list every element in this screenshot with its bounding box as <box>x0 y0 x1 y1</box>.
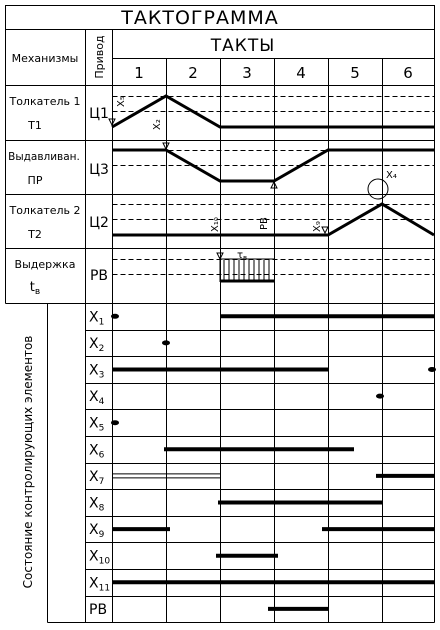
label-pb: РВ <box>259 217 270 230</box>
drive-label: РВ <box>90 268 108 284</box>
label-x5: X₅ <box>116 96 127 107</box>
cyclogram-rv: τв <box>216 250 274 283</box>
label-x4: X₄ <box>386 170 397 181</box>
takt-numbers: 1 2 3 4 5 6 <box>134 64 413 82</box>
sensor-label: X7 <box>89 469 104 487</box>
mechanism-row-2: Выдавливан. ПР Ц3 <box>8 151 109 187</box>
mechanism-code: T2 <box>27 228 42 241</box>
start-marker-icon <box>108 118 116 127</box>
sensor-label: X2 <box>89 336 104 354</box>
sensor-label: X8 <box>89 496 105 514</box>
sensor-label: X4 <box>89 389 105 407</box>
marker-down-icon <box>162 142 170 151</box>
state-dot <box>376 393 384 399</box>
mechanism-row-1: Толкатель 1 T1 Ц1 <box>8 95 108 132</box>
mechanism-code: T1 <box>27 119 42 132</box>
sensor-label: X3 <box>89 363 104 381</box>
label-x10: X₁₀ <box>210 217 221 232</box>
diagram-title: ТАКТОГРАММА <box>120 7 278 29</box>
state-dot <box>111 313 119 319</box>
takt-number-2: 2 <box>188 64 198 82</box>
marker-up-icon <box>270 180 278 189</box>
state-dot <box>428 367 436 372</box>
mechanism-row-4: Выдержка tв РВ <box>15 258 108 297</box>
hatch-fill <box>223 260 270 281</box>
takt-number-6: 6 <box>403 64 413 82</box>
sensor-label: X10 <box>89 549 110 567</box>
mechanism-name: Выдавливан. <box>8 151 80 163</box>
sensor-label: РВ <box>89 602 107 618</box>
states-label: Состояние контролирующих элементов <box>21 336 35 589</box>
sensor-label: X1 <box>89 309 104 327</box>
x4-sensor-circle <box>367 178 389 200</box>
drive-label: Ц2 <box>89 215 109 231</box>
cyclogram-c1: X₅ X₂ <box>108 94 434 130</box>
label-x2: X₂ <box>152 119 163 130</box>
mechanism-name: Толкатель 1 <box>8 95 80 108</box>
drive-label: Ц1 <box>89 106 109 122</box>
mechanism-code: ПР <box>28 174 43 187</box>
mechanism-name: Выдержка <box>15 258 76 271</box>
takts-header: ТАКТЫ <box>210 36 275 56</box>
sensor-label: X6 <box>89 442 105 460</box>
takt-number-3: 3 <box>242 64 252 82</box>
drive-label: Ц3 <box>89 162 109 178</box>
takt-number-1: 1 <box>134 64 144 82</box>
sensor-bars <box>111 313 436 611</box>
sensor-labels: X1 X2 X3 X4 X5 X6 X7 X8 X9 X10 X11 РВ <box>89 309 110 618</box>
label-tau: τв <box>237 250 247 262</box>
grid-frame <box>5 5 435 623</box>
drive-header: Привод <box>93 35 106 79</box>
mechanism-row-3: Толкатель 2 T2 Ц2 <box>8 204 108 241</box>
state-dot <box>162 340 170 346</box>
cyclogram-c2: X₄ X₁₀ РВ X₉ <box>112 170 435 237</box>
label-x9: X₉ <box>312 221 323 232</box>
cyclogram-c3 <box>112 142 434 189</box>
takt-number-5: 5 <box>350 64 360 82</box>
mechanisms-header: Механизмы <box>12 52 79 65</box>
marker-down-icon <box>321 226 329 235</box>
marker-down-icon <box>216 252 224 261</box>
state-dot <box>111 420 119 426</box>
mechanism-name: Толкатель 2 <box>8 204 80 217</box>
sensor-label: X9 <box>89 522 105 540</box>
sensor-label: X5 <box>89 416 104 434</box>
sensor-label: X11 <box>89 575 110 593</box>
takt-number-4: 4 <box>296 64 306 82</box>
mechanism-code: tв <box>30 280 40 297</box>
